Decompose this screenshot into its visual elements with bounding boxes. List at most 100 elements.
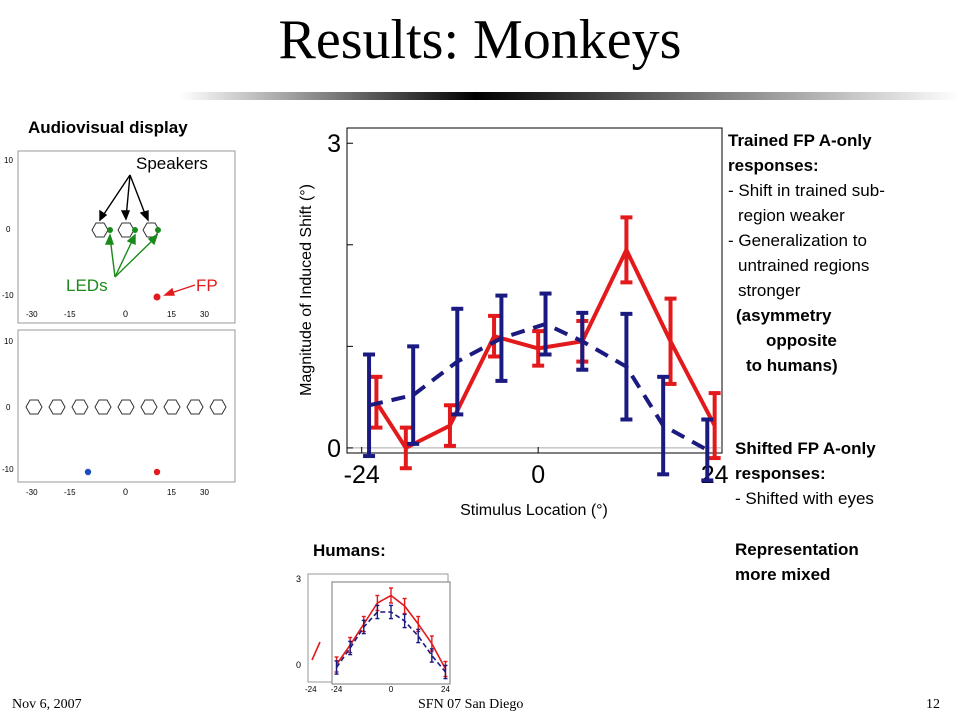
x-tick: -15 [64,488,76,497]
trained-note: opposite [766,331,837,350]
error-bar [576,310,589,372]
audiovisual-display: 10 0 -10 -30 -15 0 15 30 Speakers LEDs F… [2,150,236,497]
fixation-point [153,468,161,476]
chart-series [363,215,721,483]
trained-heading: Trained FP A-only [728,131,872,150]
y-tick: 0 [6,403,11,412]
error-bar [708,391,721,461]
error-bar [495,293,508,383]
shifted-heading: responses: [735,464,826,483]
shifted-fixation-point [84,468,92,476]
audiovisual-heading: Audiovisual display [28,118,188,137]
slide-title: Results: Monkeys [278,9,682,71]
speaker-icon [140,399,158,415]
error-bar [407,344,420,446]
speaker-icon [71,399,89,415]
title-rule [180,92,960,100]
error-bar [389,604,393,620]
error-bar [399,425,412,471]
footer-date: Nov 6, 2007 [12,697,82,712]
x-tick: 15 [167,488,176,497]
y-tick: -10 [2,465,14,474]
humans-series [334,587,448,680]
speaker-icon [209,399,227,415]
x-tick: 30 [200,310,209,319]
x-tick: 0 [123,309,128,319]
led-dot [155,227,161,233]
trained-line: stronger [738,281,801,300]
x-tick-label: -24 [331,685,343,694]
back-panel-trace [311,641,321,661]
speakers-label: Speakers [136,154,208,173]
error-bar [620,215,633,285]
y-tick: 3 [296,574,301,584]
error-bar [402,613,407,629]
y-tick-label: 3 [327,130,341,158]
error-bar [443,403,456,448]
speaker-row [25,399,227,415]
trained-line: - Generalization to [728,231,867,250]
fp-label: FP [196,276,218,295]
error-bar [375,604,380,620]
trained-heading: responses: [728,156,819,175]
y-axis-label: Magnitude of Induced Shift (°) [298,184,315,396]
trained-line: region weaker [738,206,845,225]
x-tick: -30 [26,488,38,497]
induced-shift-chart: 03-24 0 24 Stimulus Location (°) Magnitude… [298,127,729,519]
x-tick: -24 [305,685,317,694]
humans-chart: 3 0 -24 -24 0 24 [296,573,451,694]
error-bar [334,660,339,675]
error-bar [701,417,714,483]
speaker-arrows [99,174,149,222]
error-bar [657,374,670,477]
x-tick-label: 0 [531,461,545,489]
speaker-icon [117,222,135,238]
error-bar [429,648,434,663]
speaker-icon [94,399,112,415]
x-tick: -15 [64,310,76,319]
error-bar [348,640,353,656]
error-bar [664,296,677,386]
led-dot [107,227,113,233]
error-bar [361,619,366,635]
y-tick: 10 [4,337,13,346]
y-tick: 10 [4,156,13,165]
led-arrows [104,233,159,278]
humans-label: Humans: [313,541,386,560]
x-tick-label: 24 [701,461,729,489]
x-tick: -30 [26,310,38,319]
speaker-icon [48,399,66,415]
error-bar [416,628,421,644]
x-tick-label: 24 [441,685,450,694]
error-bar [539,291,552,357]
x-tick: 0 [123,487,128,497]
x-tick-label: -24 [344,461,380,489]
trained-note: to humans) [746,356,838,375]
y-tick: -10 [2,291,14,300]
fixation-point [153,293,161,301]
x-axis-label: Stimulus Location (°) [460,502,608,519]
error-bar [389,587,393,604]
error-bar [443,664,448,680]
speaker-icons [91,222,160,238]
shifted-fp-notes: Shifted FP A-only responses: - Shifted w… [735,436,955,511]
speaker-icon [117,399,135,415]
leds-label: LEDs [66,276,108,295]
humans-ticks: -24 0 24 [331,685,451,694]
speaker-icon [163,399,181,415]
led-dot [132,227,138,233]
speaker-icon [186,399,204,415]
y-tick: 0 [296,660,301,670]
y-tick: 0 [6,225,11,234]
bottom-display-panel: 10 0 -10 -30 -15 0 15 30 [2,329,236,497]
y-tick-label: 0 [327,435,341,463]
error-bar [402,597,407,615]
speaker-icon [91,222,109,238]
error-bar [363,352,376,459]
x-tick: 15 [167,310,176,319]
trained-line: untrained regions [738,256,870,275]
top-display-panel: 10 0 -10 -30 -15 0 15 30 Speakers LEDs F… [2,150,236,324]
footer-page: 12 [926,697,940,712]
shifted-heading: Shifted FP A-only [735,439,876,458]
x-tick-label: 0 [389,685,394,694]
